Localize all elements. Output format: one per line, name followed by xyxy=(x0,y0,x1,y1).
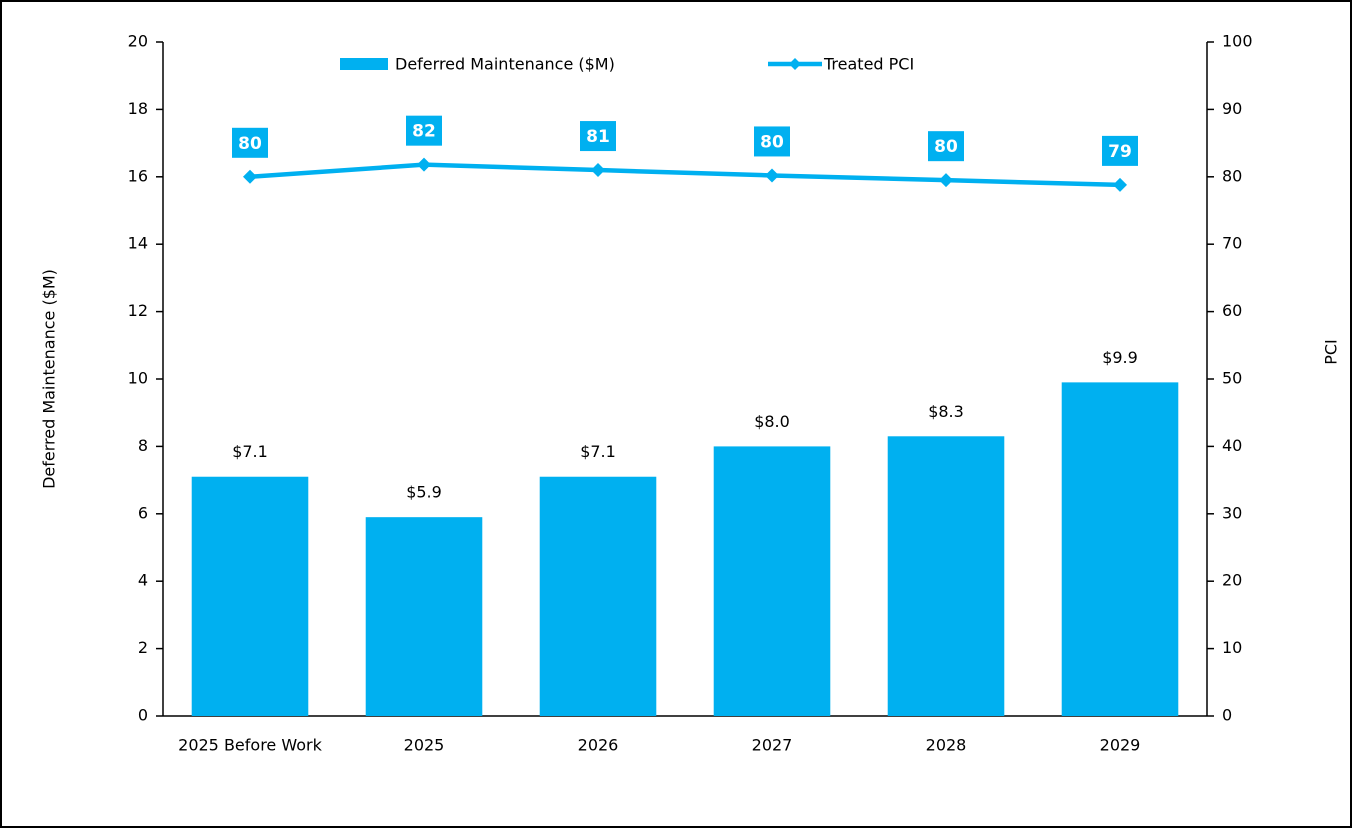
bar xyxy=(191,476,309,716)
x-tick-label: 2026 xyxy=(578,736,619,755)
line-marker xyxy=(1113,177,1127,192)
y-tick-label: 2 xyxy=(138,638,148,657)
legend-label: Treated PCI xyxy=(823,55,914,74)
bar-value-label: $7.1 xyxy=(232,442,268,461)
line-label-box xyxy=(1102,135,1138,166)
y2-tick-label: 90 xyxy=(1222,99,1242,118)
line-value-label: 80 xyxy=(760,132,784,152)
bar-value-label: $7.1 xyxy=(580,442,616,461)
line-marker xyxy=(243,169,257,184)
x-tick-label: 2029 xyxy=(1100,736,1141,755)
x-tick-label: 2027 xyxy=(752,736,793,755)
line-label-box xyxy=(232,127,268,158)
line-label-box xyxy=(406,115,442,146)
y-axis-label: Deferred Maintenance ($M) xyxy=(40,269,59,489)
y2-tick-label: 40 xyxy=(1222,436,1242,455)
line-value-label: 81 xyxy=(586,127,610,147)
y2-tick-label: 10 xyxy=(1222,638,1242,657)
y-tick-label: 14 xyxy=(128,234,148,253)
x-tick-label: 2025 xyxy=(404,736,445,755)
line-label-box xyxy=(928,131,964,162)
y2-tick-label: 0 xyxy=(1222,706,1232,725)
line-value-label: 82 xyxy=(412,122,436,142)
y2-axis-label: PCI xyxy=(1322,339,1341,365)
bar-value-label: $5.9 xyxy=(406,483,442,502)
y2-tick-label: 80 xyxy=(1222,166,1242,185)
y2-tick-label: 60 xyxy=(1222,301,1242,320)
y2-tick-label: 70 xyxy=(1222,234,1242,253)
x-tick-label: 2025 Before Work xyxy=(178,736,322,755)
legend-swatch xyxy=(340,58,388,70)
line-value-label: 80 xyxy=(934,137,958,157)
y2-tick-label: 30 xyxy=(1222,503,1242,522)
line-marker xyxy=(765,168,779,183)
legend-label: Deferred Maintenance ($M) xyxy=(395,55,615,74)
y2-tick-label: 20 xyxy=(1222,571,1242,590)
y-tick-label: 10 xyxy=(128,369,148,388)
bar xyxy=(539,476,657,716)
y2-tick-label: 50 xyxy=(1222,369,1242,388)
line-marker xyxy=(417,157,431,172)
y-tick-label: 16 xyxy=(128,166,148,185)
line-value-label: 79 xyxy=(1108,142,1132,162)
line-marker xyxy=(591,163,605,178)
bar-value-label: $8.3 xyxy=(928,402,964,421)
line-label-box xyxy=(580,121,616,152)
y-tick-label: 0 xyxy=(138,706,148,725)
legend-marker xyxy=(789,58,801,70)
bar xyxy=(365,517,483,716)
bar-value-label: $9.9 xyxy=(1102,348,1138,367)
line xyxy=(249,162,1121,188)
line-label-box xyxy=(754,126,790,157)
y-tick-label: 8 xyxy=(138,436,148,455)
y2-tick-label: 100 xyxy=(1222,32,1253,51)
y-tick-label: 4 xyxy=(138,571,148,590)
bar-value-label: $8.0 xyxy=(754,412,790,431)
x-tick-label: 2028 xyxy=(926,736,967,755)
y-tick-label: 20 xyxy=(128,32,148,51)
bar xyxy=(713,446,831,716)
line-value-label: 80 xyxy=(238,134,262,154)
y-tick-label: 6 xyxy=(138,503,148,522)
line-marker xyxy=(939,173,953,188)
bar xyxy=(887,436,1005,716)
bar xyxy=(1061,382,1179,716)
y-tick-label: 18 xyxy=(128,99,148,118)
y-tick-label: 12 xyxy=(128,301,148,320)
